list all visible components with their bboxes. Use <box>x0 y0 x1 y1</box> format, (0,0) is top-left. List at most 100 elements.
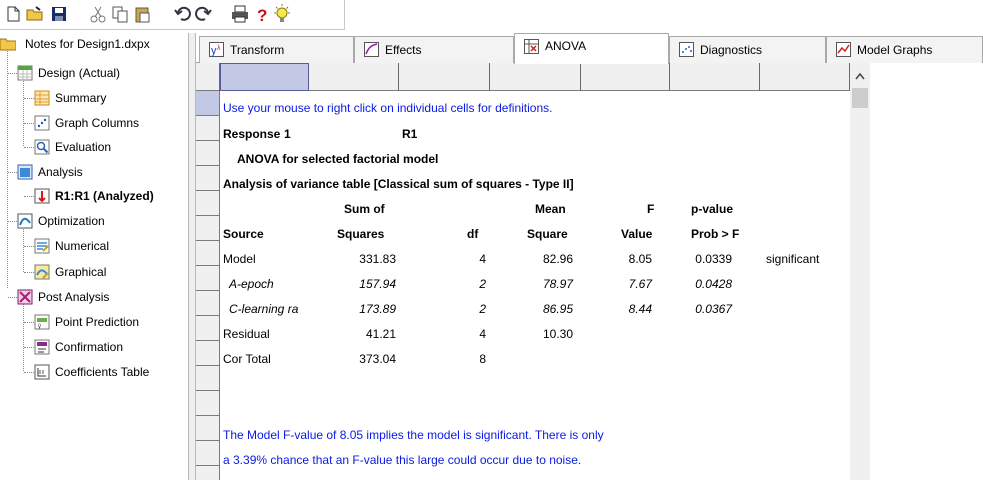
evaluation-icon <box>34 139 50 155</box>
open-folder-icon[interactable] <box>25 4 45 24</box>
folder-icon <box>0 38 16 51</box>
tree-item-label: Summary <box>55 91 107 105</box>
column-header[interactable] <box>581 63 670 91</box>
tab-anova[interactable]: ANOVA <box>514 33 669 64</box>
print-icon[interactable] <box>230 4 250 24</box>
row-f: 7.67 <box>628 277 652 291</box>
column-header[interactable] <box>220 63 309 91</box>
row-header[interactable] <box>196 466 220 480</box>
scroll-thumb[interactable] <box>852 88 868 108</box>
column-header-row <box>196 63 850 91</box>
row-source: Model <box>223 252 256 266</box>
column-header[interactable] <box>399 63 490 91</box>
row-header[interactable] <box>196 316 220 341</box>
redo-icon[interactable] <box>194 4 214 24</box>
table-title: Analysis of variance table [Classical su… <box>223 177 574 191</box>
row-header[interactable] <box>196 91 220 116</box>
row-ss: 41.21 <box>365 327 396 341</box>
cut-icon[interactable] <box>88 4 108 24</box>
vertical-scrollbar[interactable] <box>850 63 870 480</box>
row-df: 2 <box>479 302 486 316</box>
save-icon[interactable] <box>49 4 69 24</box>
analysis-icon <box>17 164 33 180</box>
column-header[interactable] <box>490 63 581 91</box>
effects-icon <box>364 42 379 57</box>
navigation-tree: Notes for Design1.dxpx Design (Actual) S… <box>0 33 188 480</box>
row-header[interactable] <box>196 216 220 241</box>
row-header[interactable] <box>196 116 220 141</box>
response-icon <box>34 188 50 204</box>
column-header[interactable] <box>670 63 760 91</box>
svg-text:λ: λ <box>217 45 221 52</box>
point-prediction-icon: ŷ <box>34 314 50 330</box>
tab-label: Transform <box>230 43 285 57</box>
panel-splitter[interactable] <box>188 33 196 480</box>
column-header[interactable] <box>760 63 850 91</box>
header-square: Square <box>527 227 568 241</box>
tab-model-graphs[interactable]: Model Graphs <box>826 36 983 63</box>
row-header[interactable] <box>196 241 220 266</box>
paste-icon[interactable] <box>132 4 152 24</box>
header-prob-f: Prob > F <box>691 227 740 241</box>
row-header[interactable] <box>196 391 220 416</box>
row-ms: 78.97 <box>542 277 573 291</box>
confirmation-icon <box>34 339 50 355</box>
row-df: 8 <box>479 352 486 366</box>
row-source: C-learning ra <box>229 302 299 316</box>
tree-item-label: Graphical <box>55 265 107 279</box>
row-header[interactable] <box>196 191 220 216</box>
tab-effects[interactable]: Effects <box>354 36 514 63</box>
tree-item-label: Optimization <box>38 214 105 228</box>
interpretation-line-2: a 3.39% chance that an F-value this larg… <box>223 453 582 467</box>
design-table-icon <box>17 65 33 81</box>
row-header[interactable] <box>196 166 220 191</box>
optimization-icon <box>17 213 33 229</box>
row-ms: 10.30 <box>542 327 573 341</box>
row-header[interactable] <box>196 291 220 316</box>
row-ss: 173.89 <box>359 302 396 316</box>
row-p: 0.0428 <box>695 277 732 291</box>
hint-text: Use your mouse to right click on individ… <box>223 101 553 115</box>
new-file-icon[interactable] <box>3 4 23 24</box>
row-p: 0.0339 <box>695 252 732 266</box>
header-df: df <box>467 227 479 241</box>
header-sum-of: Sum of <box>344 202 385 216</box>
undo-icon[interactable] <box>172 4 192 24</box>
header-squares: Squares <box>337 227 385 241</box>
column-header[interactable] <box>309 63 399 91</box>
row-header[interactable] <box>196 441 220 466</box>
corner-cell[interactable] <box>196 63 220 91</box>
row-f: 8.05 <box>628 252 652 266</box>
response-number: 1 <box>284 127 291 141</box>
tree-item-label: Design (Actual) <box>38 66 121 80</box>
help-icon[interactable]: ? <box>252 4 272 24</box>
tree-item-label: Post Analysis <box>38 290 110 304</box>
tip-lightbulb-icon[interactable] <box>272 4 292 24</box>
row-header-column <box>196 91 220 480</box>
tree-item-label: Evaluation <box>55 140 112 154</box>
row-header[interactable] <box>196 266 220 291</box>
row-significance: significant <box>766 252 820 266</box>
model-graphs-icon <box>836 42 851 57</box>
row-header[interactable] <box>196 341 220 366</box>
response-name: R1 <box>402 127 418 141</box>
row-header[interactable] <box>196 366 220 391</box>
row-ss: 373.04 <box>359 352 396 366</box>
interpretation-line-1: The Model F-value of 8.05 implies the mo… <box>223 428 604 442</box>
row-source: A-epoch <box>229 277 274 291</box>
tree-item-label: Analysis <box>38 165 83 179</box>
row-header[interactable] <box>196 416 220 441</box>
header-source: Source <box>223 227 264 241</box>
tree-root-label: Notes for Design1.dxpx <box>25 37 150 51</box>
tab-diagnostics[interactable]: Diagnostics <box>669 36 826 63</box>
scroll-up-arrow-icon[interactable] <box>850 67 870 85</box>
header-p-value: p-value <box>691 202 734 216</box>
summary-icon <box>34 90 50 106</box>
copy-icon[interactable] <box>110 4 130 24</box>
row-header[interactable] <box>196 141 220 166</box>
anova-icon <box>524 39 539 54</box>
